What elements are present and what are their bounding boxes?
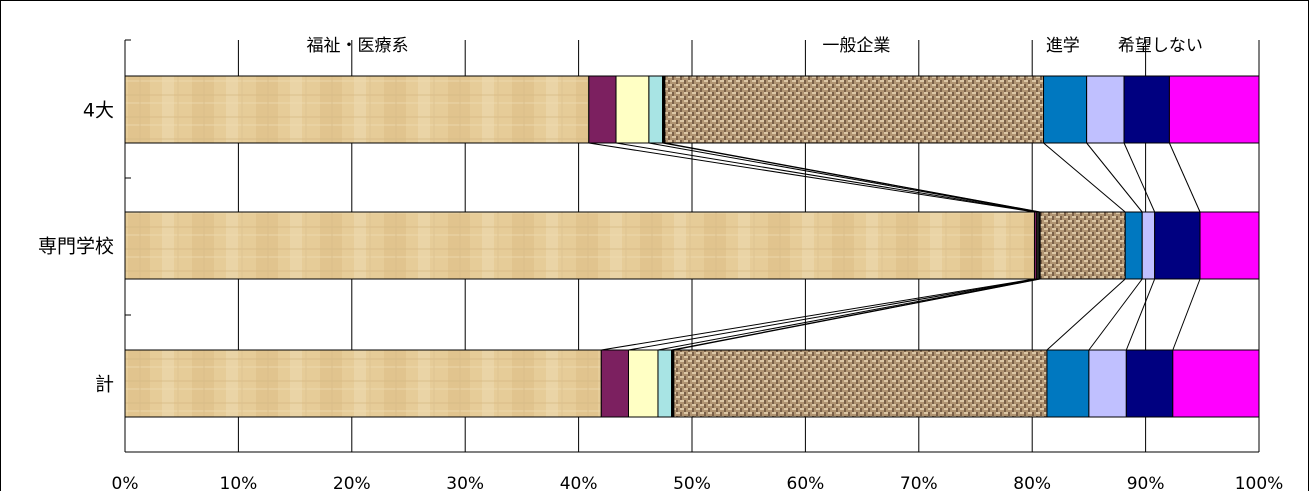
- bar-segment: [1088, 349, 1127, 418]
- x-tick-labels: 0% 10% 20% 30% 40% 50% 60% 70% 80% 90% 100%: [112, 474, 1284, 491]
- bar-segment: [124, 211, 1035, 280]
- series-line: [1088, 278, 1143, 351]
- x-tick-label: 70%: [900, 474, 938, 491]
- bar-segment: [124, 349, 602, 418]
- x-tick-label: 20%: [333, 474, 371, 491]
- bar-segment: [1168, 75, 1260, 144]
- series-line: [657, 278, 1038, 351]
- x-tick-label: 10%: [220, 474, 258, 491]
- series-line: [1086, 142, 1143, 213]
- bar-segment: [1043, 75, 1088, 144]
- series-line: [664, 142, 1041, 213]
- series-line: [601, 278, 1035, 351]
- bar-segment: [1039, 211, 1126, 280]
- x-tick-label: 100%: [1235, 474, 1284, 491]
- x-tick-label: 50%: [673, 474, 711, 491]
- bar-segment: [657, 349, 673, 418]
- bar-segment: [600, 349, 629, 418]
- series-line: [1125, 278, 1156, 351]
- bars: [124, 75, 1260, 418]
- group-label: 希望しない: [1118, 36, 1203, 56]
- bar-segment: [1141, 211, 1156, 280]
- x-tick-label: 0%: [112, 474, 139, 491]
- bar-segment: [1172, 349, 1260, 418]
- bar-segment: [1154, 211, 1201, 280]
- bar-segment: [648, 75, 664, 144]
- bar-segment: [1086, 75, 1125, 144]
- bar-segment: [1124, 211, 1143, 280]
- bar-segment: [1123, 75, 1170, 144]
- series-line: [1043, 142, 1126, 213]
- series-line: [1046, 278, 1126, 351]
- bar-segment: [588, 75, 617, 144]
- x-tick-label: 80%: [1013, 474, 1051, 491]
- group-label: 福祉・医療系: [306, 36, 408, 56]
- series-line: [1123, 142, 1156, 213]
- category-label: 4大: [83, 100, 114, 122]
- series-line: [615, 142, 1037, 213]
- bar-segment: [1046, 349, 1090, 418]
- series-line: [588, 142, 1035, 213]
- x-tick-label: 90%: [1127, 474, 1165, 491]
- x-tick-label: 60%: [787, 474, 825, 491]
- bar-segment: [664, 75, 1045, 144]
- group-labels: 福祉・医療系 一般企業 進学 希望しない: [306, 36, 1202, 56]
- bar-segment: [673, 349, 1048, 418]
- series-lines: [588, 142, 1201, 351]
- bar-segment: [615, 75, 650, 144]
- group-label: 進学: [1046, 36, 1080, 56]
- group-label: 一般企業: [822, 36, 890, 56]
- x-tick-label: 40%: [560, 474, 598, 491]
- bar-segment: [627, 349, 659, 418]
- category-label: 計: [95, 374, 114, 396]
- series-line: [628, 278, 1037, 351]
- bar-segment: [1199, 211, 1260, 280]
- bar-segment: [1125, 349, 1174, 418]
- series-line: [648, 142, 1038, 213]
- x-tick-label: 30%: [446, 474, 484, 491]
- category-label: 専門学校: [38, 236, 114, 258]
- bar-segment: [124, 75, 590, 144]
- series-line: [1172, 278, 1201, 351]
- series-line: [1168, 142, 1201, 213]
- series-line: [673, 278, 1041, 351]
